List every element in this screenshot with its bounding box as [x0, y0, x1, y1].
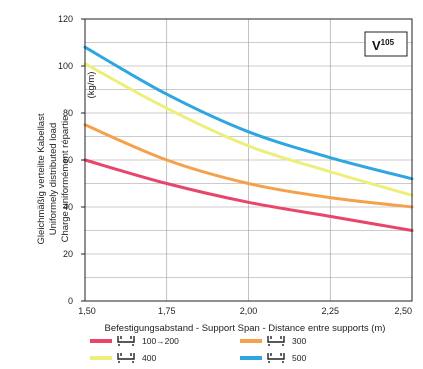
x-tick-labels: 1,50 1,75 2,00 2,25 2,50 — [78, 306, 412, 316]
y-tick-label: 20 — [63, 249, 73, 259]
series-lines — [83, 45, 414, 232]
y-tick-label: 100 — [58, 61, 73, 71]
legend-label: 100→200 — [142, 336, 179, 346]
badge-main: V — [372, 38, 381, 53]
series-line-300 — [83, 123, 414, 209]
cable-tray-icon — [267, 336, 285, 346]
x-tick-label: 2,50 — [394, 306, 412, 316]
cable-tray-icon — [117, 353, 135, 363]
y-tick-label: 0 — [68, 296, 73, 306]
x-tick-label: 2,25 — [321, 306, 339, 316]
badge-sup: 105 — [381, 38, 395, 47]
grid — [84, 18, 413, 302]
y-axis-title-line-1: Gleichmäßig verteilte Kabellast — [36, 113, 47, 244]
legend-label: 500 — [292, 353, 306, 363]
y-unit-label: (kg/m) — [86, 72, 97, 99]
legend: 100→200 300 400 500 — [90, 336, 306, 363]
y-tick-label: 40 — [63, 202, 73, 212]
legend-label: 400 — [142, 353, 156, 363]
series-line-500 — [83, 45, 414, 181]
legend-label: 300 — [292, 336, 306, 346]
x-tick-label: 1,75 — [158, 306, 176, 316]
legend-item: 300 — [240, 336, 306, 346]
y-tick-label: 60 — [63, 155, 73, 165]
svg-text:V105: V105 — [372, 38, 395, 53]
y-axis-title: Gleichmäßig verteilte Kabellast Uniforme… — [36, 113, 71, 244]
y-tick-label: 80 — [63, 108, 73, 118]
x-tick-label: 1,50 — [78, 306, 96, 316]
y-tick-label: 120 — [58, 14, 73, 24]
y-axis-title-line-2: Uniformely distributed load — [48, 123, 59, 235]
series-line-100→200 — [83, 158, 414, 232]
y-tick-labels: 0 20 40 60 80 100 120 — [58, 14, 85, 306]
cable-tray-icon — [117, 336, 135, 346]
x-axis-title: Befestigungsabstand - Support Span - Dis… — [105, 323, 386, 334]
cable-tray-icon — [267, 353, 285, 363]
y-axis-title-line-3: Charge uniformément répartie — [60, 116, 71, 243]
legend-item: 400 — [90, 353, 156, 363]
x-tick-label: 2,00 — [240, 306, 258, 316]
legend-item: 500 — [240, 353, 306, 363]
chart-badge: V105 — [364, 31, 408, 57]
legend-item: 100→200 — [90, 336, 179, 346]
series-line-400 — [83, 62, 414, 197]
